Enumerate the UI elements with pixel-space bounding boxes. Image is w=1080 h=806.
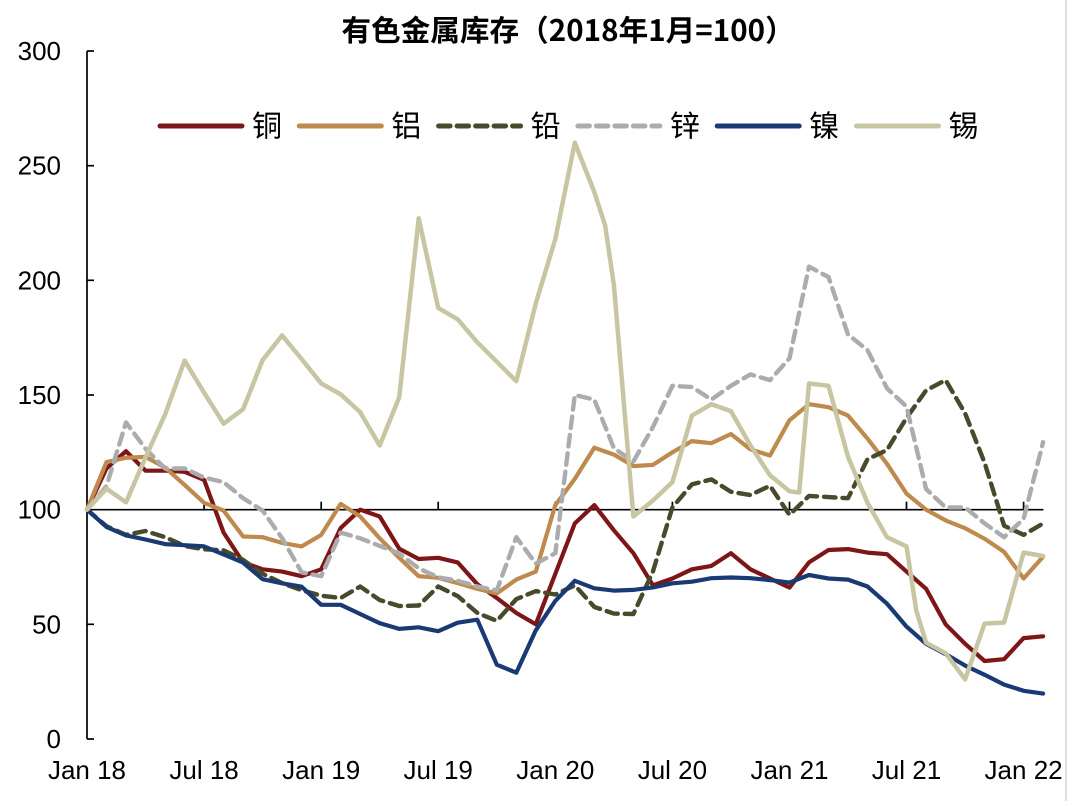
- svg-text:150: 150: [18, 380, 61, 410]
- svg-text:300: 300: [18, 36, 61, 66]
- svg-text:50: 50: [32, 609, 61, 639]
- svg-text:Jul 21: Jul 21: [872, 755, 941, 785]
- svg-text:Jan 22: Jan 22: [985, 755, 1063, 785]
- svg-text:Jan 21: Jan 21: [750, 755, 828, 785]
- svg-text:Jul 19: Jul 19: [404, 755, 473, 785]
- svg-text:0: 0: [47, 724, 61, 754]
- svg-text:250: 250: [18, 151, 61, 181]
- svg-text:200: 200: [18, 265, 61, 295]
- svg-text:Jan 18: Jan 18: [48, 755, 126, 785]
- svg-text:100: 100: [18, 495, 61, 525]
- svg-text:Jan 19: Jan 19: [282, 755, 360, 785]
- svg-text:Jul 18: Jul 18: [169, 755, 238, 785]
- svg-text:Jul 20: Jul 20: [638, 755, 707, 785]
- svg-text:Jan 20: Jan 20: [516, 755, 594, 785]
